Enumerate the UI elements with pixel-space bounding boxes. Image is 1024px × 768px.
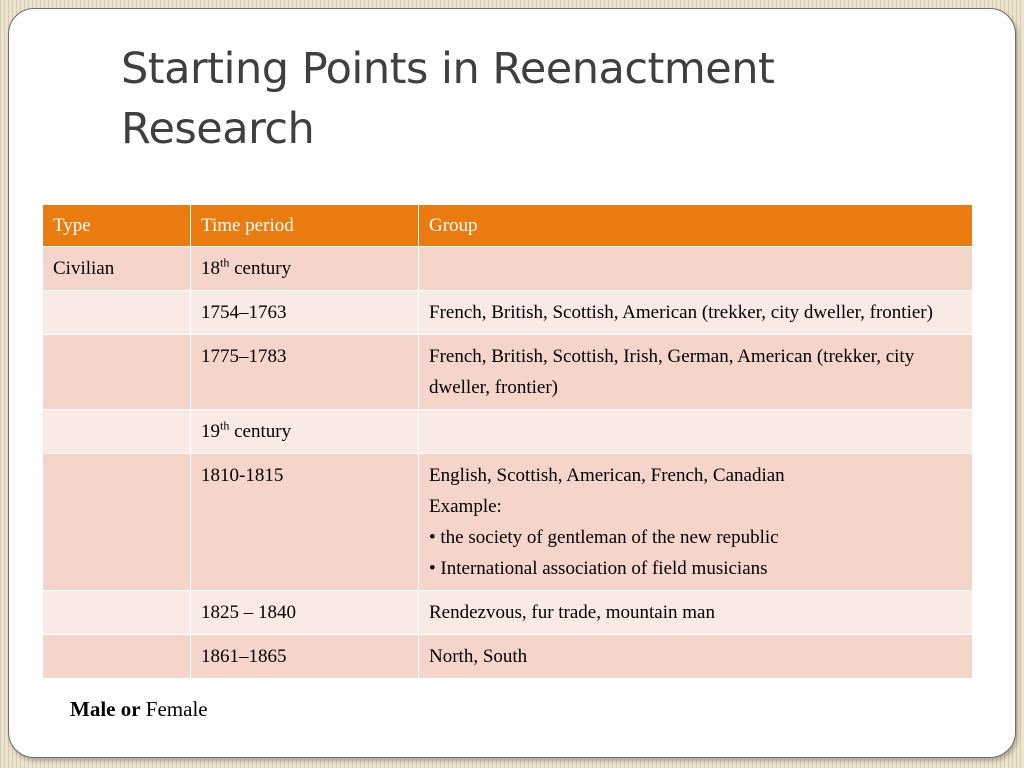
group-text: English, Scottish, American, French, Can…: [429, 465, 785, 486]
period-number: 19: [201, 421, 220, 442]
cell-group: French, British, Scottish, Irish, German…: [418, 334, 973, 410]
cell-type: [42, 334, 191, 410]
table-row: 1754–1763 French, British, Scottish, Ame…: [42, 290, 973, 335]
slide-title: Starting Points in Reenactment Research: [121, 44, 775, 154]
period-ordinal: th: [220, 255, 230, 270]
cell-type: Civilian: [42, 246, 191, 291]
group-text: French, British, Scottish, Irish, German…: [429, 346, 915, 398]
cell-type: [42, 290, 191, 335]
gender-note: Male or Female: [70, 697, 208, 722]
example-label: Example:: [429, 496, 502, 517]
cell-period: 1775–1783: [190, 334, 419, 410]
table-header-row: Type Time period Group: [42, 204, 973, 247]
cell-type: [42, 634, 191, 679]
header-group: Group: [418, 204, 973, 247]
cell-type: [42, 453, 191, 591]
cell-group: Rendezvous, fur trade, mountain man: [418, 590, 973, 635]
cell-group: North, South: [418, 634, 973, 679]
gender-note-text: Female: [140, 697, 208, 721]
table-row: 1861–1865 North, South: [42, 634, 973, 679]
cell-period: 1825 – 1840: [190, 590, 419, 635]
cell-group: [418, 409, 973, 454]
period-suffix: century: [229, 421, 292, 442]
period-suffix: century: [229, 258, 292, 279]
table-row: Civilian 18th century: [42, 246, 973, 291]
table-row: 19th century: [42, 409, 973, 454]
table-row: 1775–1783 French, British, Scottish, Iri…: [42, 334, 973, 410]
bullet-item: the society of gentleman of the new repu…: [429, 522, 962, 553]
table-row: 1810-1815 English, Scottish, American, F…: [42, 453, 973, 591]
cell-period: 1754–1763: [190, 290, 419, 335]
cell-group: French, British, Scottish, American (tre…: [418, 290, 973, 335]
group-text: French, British, Scottish, American (tre…: [429, 302, 933, 323]
cell-period: 1810-1815: [190, 453, 419, 591]
period-number: 18: [201, 258, 220, 279]
cell-group: [418, 246, 973, 291]
period-ordinal: th: [220, 418, 230, 433]
cell-period: 19th century: [190, 409, 419, 454]
cell-period: 1861–1865: [190, 634, 419, 679]
cell-type: [42, 409, 191, 454]
cell-group: English, Scottish, American, French, Can…: [418, 453, 973, 591]
gender-note-bold: Male or: [70, 697, 141, 721]
cell-period: 18th century: [190, 246, 419, 291]
group-text: North, South: [429, 646, 528, 667]
cell-type: [42, 590, 191, 635]
header-type: Type: [42, 204, 191, 247]
group-text: Rendezvous, fur trade, mountain man: [429, 602, 715, 623]
reenactment-table: Type Time period Group Civilian 18th cen…: [42, 204, 973, 679]
header-time-period: Time period: [190, 204, 419, 247]
bullet-item: International association of field music…: [429, 553, 962, 584]
table-row: 1825 – 1840 Rendezvous, fur trade, mount…: [42, 590, 973, 635]
